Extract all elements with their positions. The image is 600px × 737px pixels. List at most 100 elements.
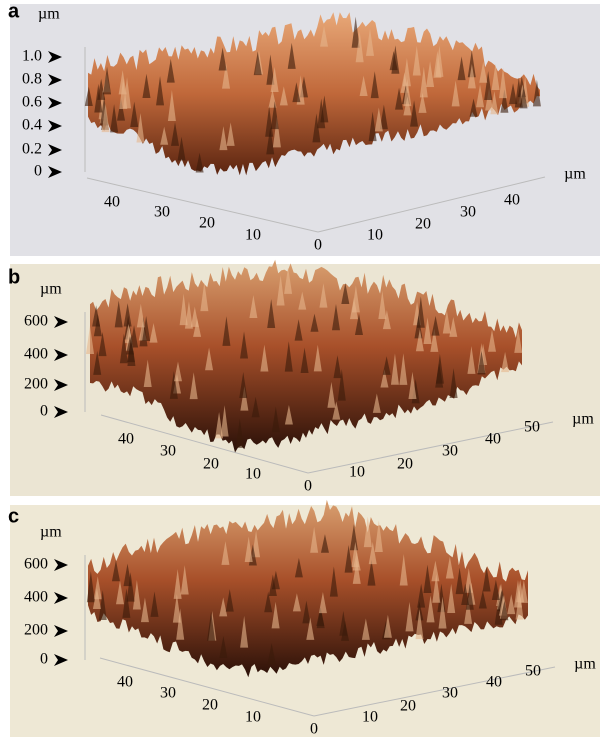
z-tick-label: 200	[24, 622, 48, 639]
left-tick-label: 20	[203, 456, 219, 473]
surface-peak	[84, 86, 93, 106]
z-tick-label: 200	[24, 376, 48, 393]
axis-line	[317, 176, 546, 233]
surface-peak	[455, 567, 464, 595]
z-tick-label: 0	[40, 651, 48, 668]
surface-peak	[300, 347, 309, 373]
surface-peak	[264, 591, 273, 613]
surface-peak	[403, 78, 412, 107]
surface-peak	[294, 557, 303, 578]
surface-peak	[271, 601, 280, 629]
surface-peak	[271, 406, 280, 433]
right-tick-label: 40	[504, 192, 520, 209]
left-tick-label: 40	[104, 194, 120, 211]
surface-peak	[449, 317, 458, 337]
surface-peak	[93, 576, 102, 600]
surface-peak	[464, 568, 473, 593]
surface-peak	[220, 405, 229, 437]
surface-peak	[464, 597, 473, 624]
surface-peak	[219, 635, 228, 659]
z-tick-label: 0.4	[22, 117, 42, 134]
surface-peak	[507, 594, 516, 615]
surface-peak	[284, 405, 293, 425]
right-tick-label: 50	[524, 419, 540, 436]
surface-peak	[329, 566, 338, 597]
xy-unit: µm	[574, 656, 596, 673]
surface-peak	[378, 290, 387, 320]
surface-peak	[136, 113, 145, 143]
surface-peak	[318, 591, 327, 614]
surface-peak	[532, 79, 541, 107]
surface-peak	[331, 304, 340, 331]
surface-peak	[352, 559, 361, 584]
surface-peak	[351, 16, 360, 48]
surface-peak	[156, 76, 165, 106]
z-tick-label: 0	[34, 163, 42, 180]
surface-peak	[319, 283, 328, 308]
surface-peak	[189, 372, 198, 400]
tick-arrow	[48, 74, 62, 86]
surface-peak	[389, 50, 398, 71]
surface-peak	[320, 95, 329, 123]
surface-peak	[423, 564, 432, 593]
origin-label: 0	[310, 721, 318, 737]
surface-peak	[123, 303, 132, 327]
surface-peak	[405, 601, 414, 632]
surface-peak	[412, 45, 421, 76]
surface-peak	[361, 618, 370, 640]
right-tick-label: 30	[442, 443, 458, 460]
surface-peak	[451, 80, 460, 107]
z-tick-label: 600	[24, 313, 48, 330]
surface-peak	[509, 83, 518, 105]
surface-peak	[447, 583, 456, 614]
surface-peak	[272, 116, 281, 148]
surface-peak	[94, 83, 103, 113]
surface-peak	[349, 297, 358, 320]
panel-label: c	[8, 505, 19, 527]
surface-peak	[86, 325, 95, 355]
left-tick-label: 10	[245, 709, 261, 726]
xy-unit: µm	[572, 411, 594, 428]
surface-peak	[207, 611, 216, 641]
surface-peak	[320, 534, 329, 553]
surface-peak	[287, 42, 296, 69]
surface-peak	[482, 566, 491, 592]
surface-peak	[368, 541, 377, 565]
surface-peak	[190, 306, 199, 327]
surface-peak	[514, 77, 523, 108]
surface-peak	[101, 103, 110, 133]
right-tick-label: 10	[362, 709, 378, 726]
surface-peak	[435, 363, 444, 388]
surface-peak	[279, 86, 288, 106]
surface-peak	[354, 313, 363, 336]
tick-arrow	[54, 654, 68, 666]
tick-arrow	[54, 349, 68, 361]
surface-peak	[399, 353, 408, 385]
surface-peak	[215, 411, 224, 439]
z-tick-label: 0.8	[22, 71, 42, 88]
surface-peak	[173, 361, 182, 382]
surface-peak	[403, 96, 412, 116]
surface-peak	[333, 355, 342, 379]
surface-peak	[226, 122, 235, 146]
surface-peak	[166, 58, 175, 83]
surface-peak	[123, 563, 132, 587]
surface-peak	[115, 580, 124, 605]
surface-peak	[467, 346, 476, 374]
surface-peak	[426, 61, 435, 87]
surface-peak	[469, 98, 478, 117]
surface-peak	[117, 98, 126, 121]
right-tick-label: 20	[415, 216, 431, 233]
surface-peak	[431, 560, 440, 582]
surface-peak	[467, 50, 476, 78]
surface-peak	[150, 591, 159, 617]
surface-peak	[435, 45, 444, 77]
tick-arrow	[48, 166, 62, 178]
surface-peak	[445, 556, 454, 579]
surface-peak	[127, 334, 136, 367]
surface-peak	[402, 57, 411, 87]
surface-peak	[374, 520, 383, 552]
surface-peak	[149, 323, 158, 343]
surface-peak	[266, 127, 275, 155]
surface-peak	[310, 313, 319, 332]
